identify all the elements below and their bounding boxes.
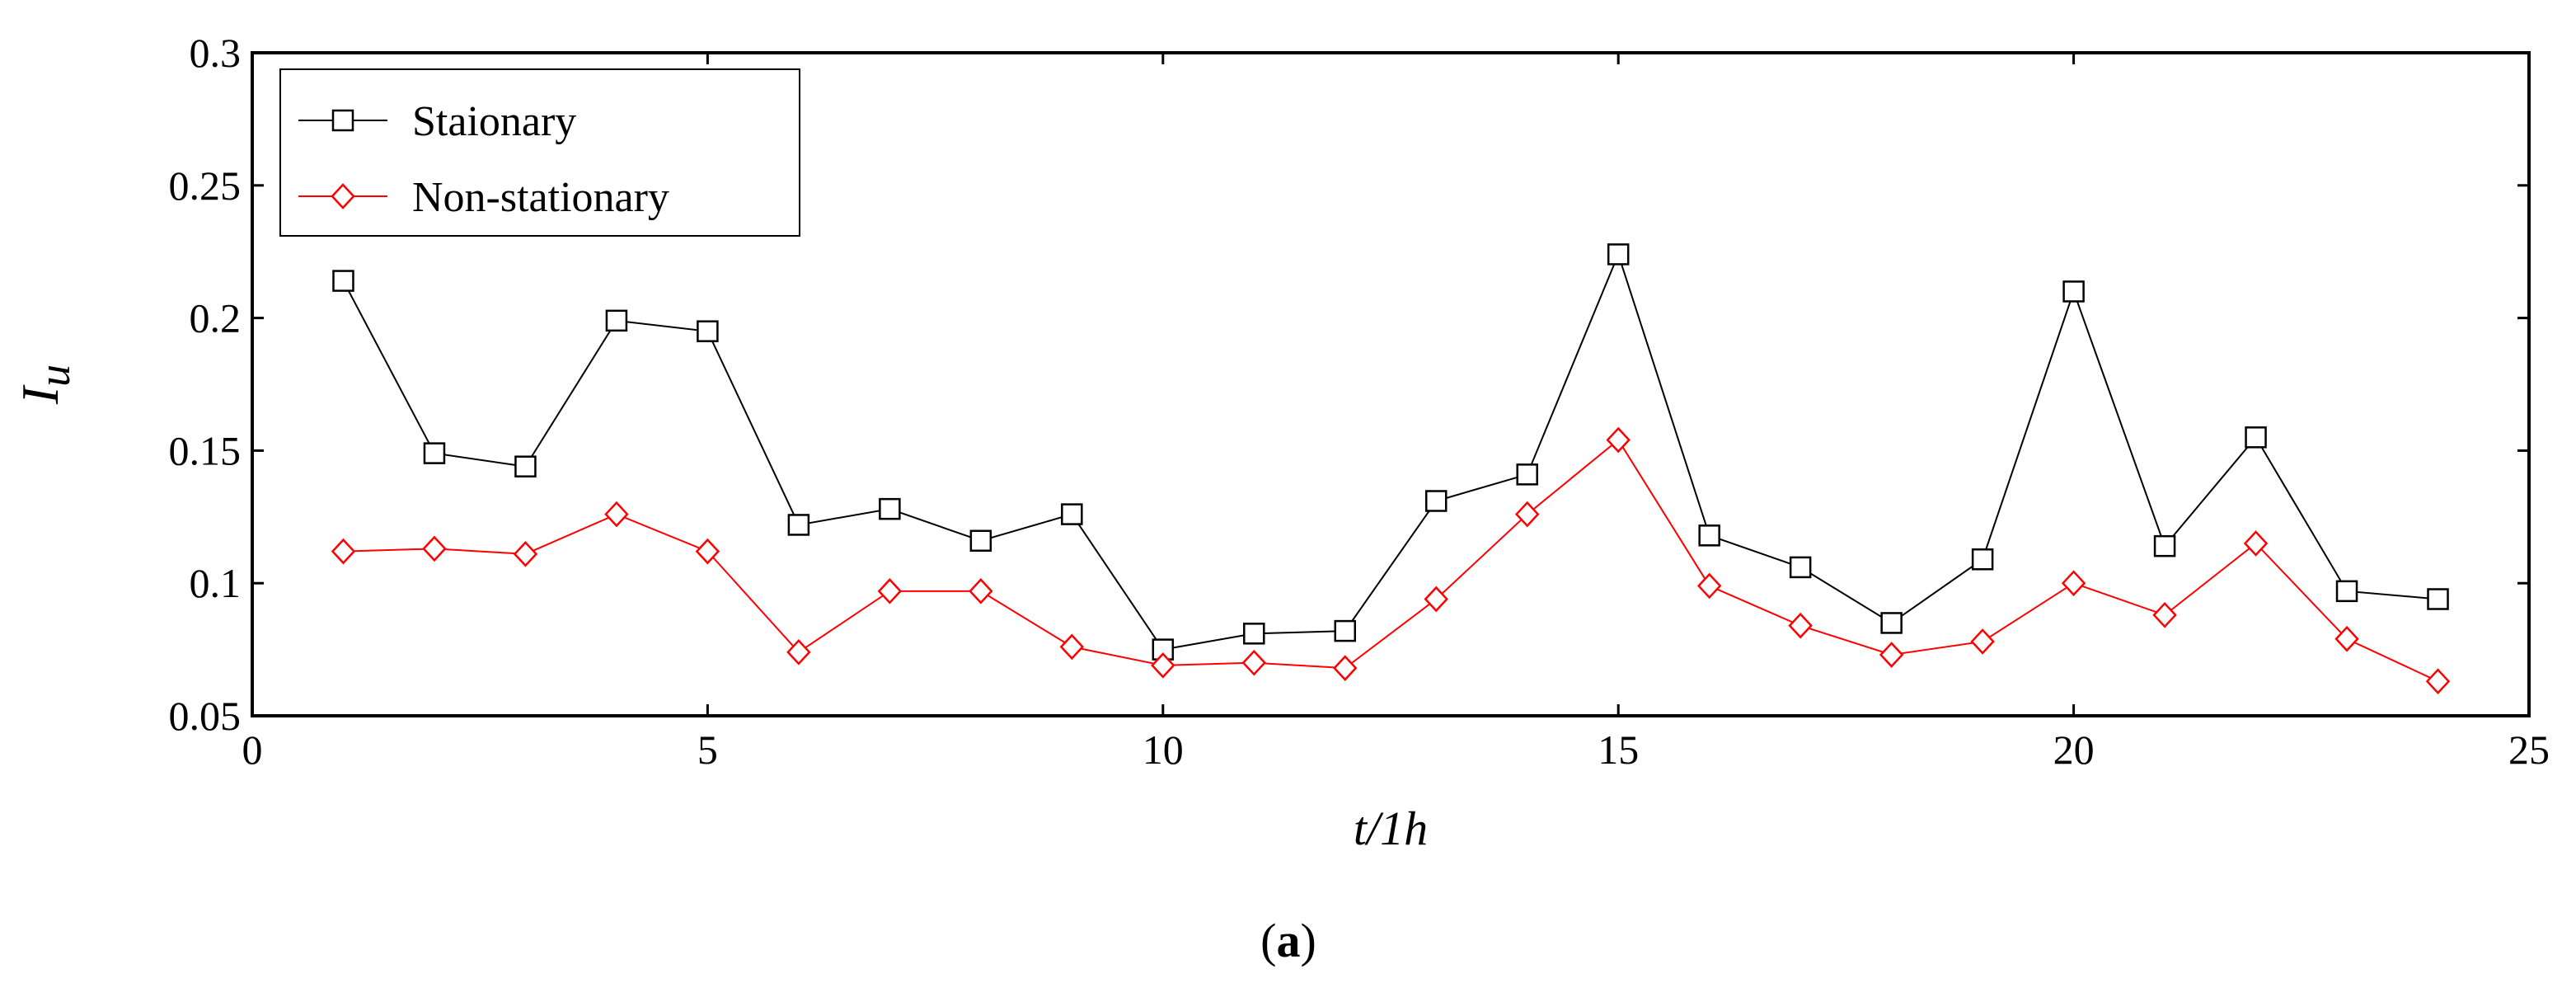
data-point-non-stationary <box>969 578 993 604</box>
x-tick-label: 15 <box>1598 727 1639 773</box>
legend-label-staionary: Staionary <box>412 98 576 145</box>
data-point-staionary <box>1971 548 1994 571</box>
data-point-staionary <box>2062 280 2085 303</box>
x-tick-label: 5 <box>697 727 718 773</box>
y-axis-label-group: Iu <box>11 365 79 405</box>
data-point-non-stationary <box>695 538 720 565</box>
legend-label-non-stationary: Non-stationary <box>412 174 669 221</box>
data-point-staionary <box>969 529 992 552</box>
data-point-staionary <box>879 497 901 520</box>
data-point-non-stationary <box>1059 633 1085 661</box>
y-axis-label: Iu <box>11 365 79 405</box>
data-point-non-stationary <box>1424 586 1448 613</box>
data-point-non-stationary <box>2425 668 2451 695</box>
figure-caption: (a) <box>1260 914 1316 967</box>
y-tick-label: 0.2 <box>190 295 242 341</box>
data-point-staionary <box>2427 588 2449 610</box>
data-point-staionary <box>1424 490 1448 512</box>
y-tick-label: 0.1 <box>190 560 242 606</box>
data-point-staionary <box>514 455 537 477</box>
x-axis-label: t/1h <box>1354 802 1428 855</box>
plot-frame <box>251 51 2531 717</box>
x-tick-label: 20 <box>2053 727 2095 773</box>
data-point-staionary <box>1607 243 1630 266</box>
data-point-staionary <box>605 309 628 332</box>
data-point-non-stationary <box>1241 649 1266 676</box>
data-point-staionary <box>2153 534 2176 557</box>
series-line-non-stationary <box>343 439 2438 683</box>
y-tick-label: 0.05 <box>169 693 242 739</box>
data-point-staionary <box>2245 426 2267 449</box>
data-point-non-stationary <box>1879 642 1904 668</box>
data-point-non-stationary <box>1970 628 1995 655</box>
data-point-staionary <box>1334 619 1357 642</box>
data-point-non-stationary <box>1333 655 1358 681</box>
axes-layer: 0 5 10 15 20 25 0.05 0.1 0.15 0.2 0.25 0.3 <box>169 30 2550 773</box>
data-point-staionary <box>787 514 810 536</box>
data-point-staionary <box>2335 580 2358 603</box>
legend-marker-non-stationary <box>331 183 355 209</box>
series-line-staionary <box>342 252 2438 651</box>
y-tick-label: 0.15 <box>169 427 242 473</box>
data-point-staionary <box>1698 524 1720 547</box>
data-point-non-stationary <box>786 638 811 666</box>
data-point-staionary <box>697 320 719 342</box>
data-point-non-stationary <box>1151 652 1175 679</box>
data-point-non-stationary <box>2334 625 2359 652</box>
data-point-non-stationary <box>2061 570 2086 597</box>
data-point-non-stationary <box>2152 601 2177 628</box>
legend-box <box>279 68 800 237</box>
data-point-staionary <box>1061 503 1083 525</box>
data-point-non-stationary <box>604 501 629 528</box>
data-point-non-stationary <box>422 535 447 562</box>
x-tick-label: 0 <box>242 727 263 773</box>
series-layer <box>331 243 2451 695</box>
data-point-staionary <box>1516 463 1538 486</box>
data-point-non-stationary <box>331 538 356 565</box>
data-point-staionary <box>1789 556 1812 579</box>
y-tick-label: 0.3 <box>190 30 242 76</box>
data-point-staionary <box>1880 612 1903 634</box>
data-point-non-stationary <box>2243 530 2269 557</box>
y-tick-label: 0.25 <box>169 162 242 209</box>
data-point-staionary <box>1243 623 1265 645</box>
legend: Staionary Non-stationary <box>279 68 800 237</box>
data-point-staionary <box>332 270 354 292</box>
data-point-non-stationary <box>1606 426 1631 454</box>
data-point-non-stationary <box>513 540 538 567</box>
x-tick-label: 10 <box>1143 727 1184 773</box>
data-point-non-stationary <box>1696 572 1722 600</box>
data-point-staionary <box>423 442 446 464</box>
data-point-non-stationary <box>1515 501 1540 528</box>
x-tick-label: 25 <box>2508 727 2550 773</box>
data-point-non-stationary <box>1788 612 1813 639</box>
legend-marker-staionary <box>331 109 354 132</box>
data-point-non-stationary <box>877 578 903 604</box>
